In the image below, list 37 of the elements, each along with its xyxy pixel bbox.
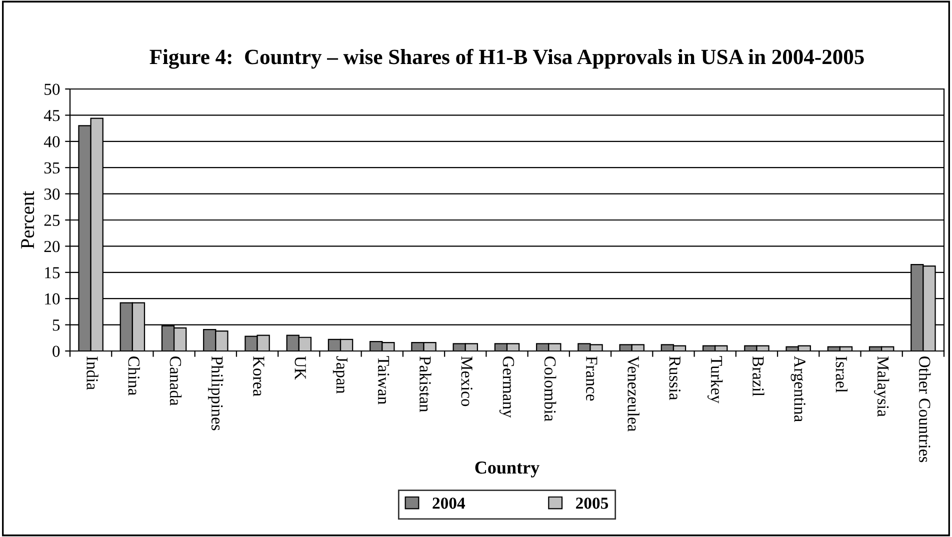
x-tick-label: Malaysia [874,356,890,417]
x-tick-label: Turkey [708,356,723,404]
y-tick-label: 10 [45,293,60,305]
x-tick-label: Colombia [544,356,556,422]
y-tick-label: 35 [44,162,60,174]
x-tick-label: Venezeulea [628,356,640,432]
y-tick-label: 20 [44,240,60,252]
legend-label: 2005 [576,498,608,509]
x-tick-label: China [128,356,140,396]
x-tick-label: Israel [836,356,848,393]
x-tick-label: Mexico [461,356,472,406]
x-tick-label: Argentina [790,356,806,422]
y-tick-label: 0 [52,346,60,357]
y-tick-label: 45 [44,110,60,122]
x-tick-label: Philippines [208,356,224,430]
y-tick-label: 30 [44,188,60,200]
x-tick-label: India [86,356,98,390]
x-tick-label: UK [294,356,306,380]
y-tick-label: 50 [44,84,60,95]
y-tick-label: 25 [44,214,60,226]
x-tick-label: Korea [253,356,264,396]
chart-title: Figure 4: Country – wise Shares of H1-B Visa Approvals in USA in 2004-2005 [150,48,864,69]
x-tick-label: Canada [170,356,182,406]
y-tick-label: 40 [44,136,60,148]
x-tick-label: Pakistan [420,356,432,412]
x-axis-title: Country [475,462,540,478]
x-tick-label: Germany [499,356,514,418]
x-tick-label: Taiwan [378,356,390,404]
legend-label: 2004 [432,498,466,509]
x-tick-label: France [586,356,598,401]
x-tick-label: Russia [669,356,681,400]
x-tick-label: Japan [332,356,348,394]
y-axis-title: Percent [21,190,34,249]
y-tick-label: 5 [52,320,60,331]
y-tick-label: 15 [45,267,60,278]
x-tick-label: Other Countries [919,356,931,462]
x-tick-label: Brazil [752,356,764,396]
